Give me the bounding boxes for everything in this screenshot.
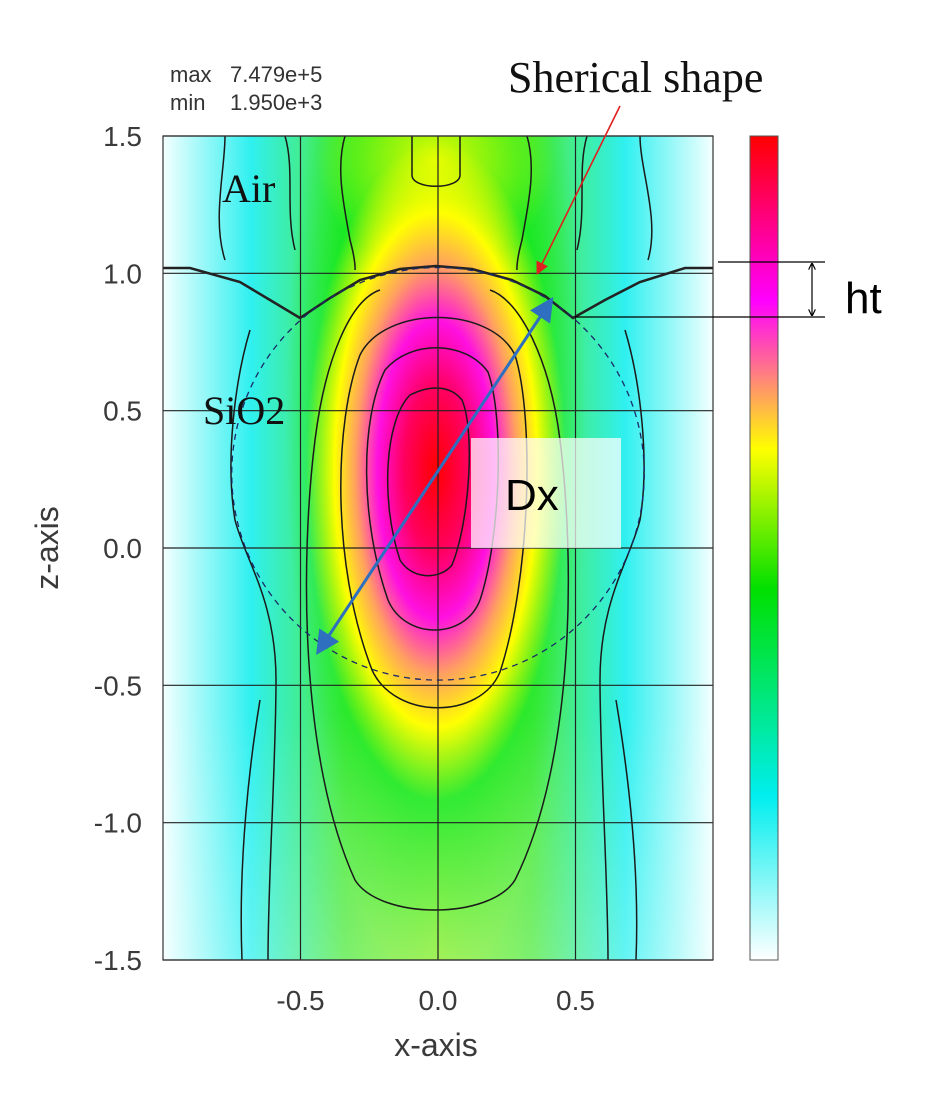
label-ht: ht — [845, 274, 882, 323]
contour-line-6 — [240, 699, 261, 960]
y-tick-label: -1.5 — [94, 945, 142, 976]
contour-line-9 — [340, 136, 356, 271]
y-axis-label: z-axis — [29, 506, 65, 590]
x-tick-label: 0.5 — [556, 985, 595, 1016]
dx-arrow — [316, 296, 554, 656]
y-tick-label: 1.5 — [103, 121, 142, 152]
contour-line-13 — [218, 136, 226, 261]
max-label: max — [170, 62, 212, 87]
contour-line-12 — [576, 136, 588, 251]
label-dx: Dx — [505, 471, 559, 520]
y-tick-label: 0.0 — [103, 533, 142, 564]
min-value: 1.950e+3 — [230, 90, 322, 115]
min-label: min — [170, 90, 205, 115]
contour-line-8 — [411, 136, 461, 187]
contour-line-10 — [516, 136, 532, 271]
contour-line-14 — [639, 136, 653, 261]
y-tick-label: -1.0 — [94, 808, 142, 839]
y-tick-labels: 1.5 1.0 0.5 0.0 -0.5 -1.0 -1.5 — [94, 121, 142, 976]
colorbar — [749, 135, 779, 961]
x-tick-labels: -0.5 0.0 0.5 — [276, 985, 595, 1016]
sphere-outline — [231, 266, 645, 681]
label-air: Air — [222, 166, 275, 211]
max-value: 7.479e+5 — [230, 62, 322, 87]
contour-line-11 — [284, 136, 296, 251]
y-tick-label: -0.5 — [94, 670, 142, 701]
x-tick-label: -0.5 — [276, 985, 324, 1016]
surface-profile — [163, 264, 713, 320]
x-axis-label: x-axis — [394, 1027, 478, 1063]
annotation-arrow-red — [536, 105, 621, 275]
contour-line-5 — [599, 329, 645, 960]
plot-frame — [162, 135, 714, 961]
contour-line-4 — [230, 329, 277, 960]
label-sio2: SiO2 — [203, 388, 285, 433]
y-tick-label: 0.5 — [103, 396, 142, 427]
annotation-title: Sherical shape — [508, 53, 763, 102]
contour-line-7 — [615, 699, 638, 960]
y-tick-label: 1.0 — [103, 258, 142, 289]
x-tick-label: 0.0 — [419, 985, 458, 1016]
